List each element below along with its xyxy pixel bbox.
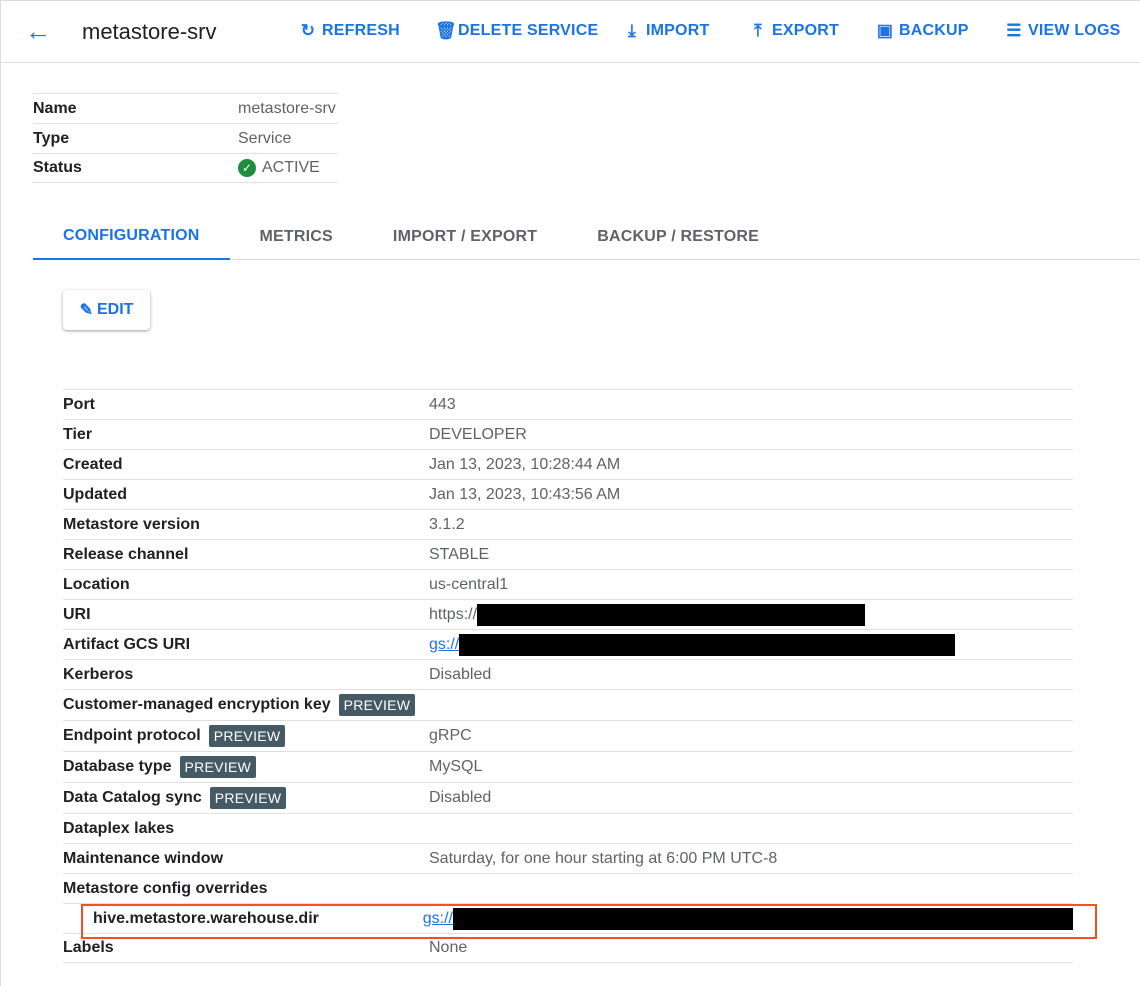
config-row-uri: URI https:// (63, 599, 1073, 629)
trash-icon: 🗑 (435, 21, 457, 40)
tab-metrics[interactable]: METRICS (259, 228, 333, 245)
gcs-link[interactable]: gs:// (429, 635, 460, 653)
config-label: Location (63, 575, 130, 593)
import-button[interactable]: ⤓ IMPORT (623, 21, 709, 41)
config-value: Disabled (429, 665, 492, 683)
config-label: Created (63, 455, 123, 473)
config-label: Maintenance window (63, 849, 224, 867)
summary-row-status: Status ✓ ACTIVE (33, 153, 338, 183)
tab-configuration[interactable]: CONFIGURATION (33, 214, 230, 260)
config-value: DEVELOPER (429, 425, 527, 443)
config-value: STABLE (429, 545, 490, 563)
config-label: Artifact GCS URI (63, 635, 191, 653)
summary-row-type: Type Service (33, 123, 338, 153)
preview-badge: PREVIEW (338, 694, 416, 716)
config-row-maintenance-window: Maintenance window Saturday, for one hour… (63, 843, 1073, 873)
config-row-labels: Labels None (63, 933, 1073, 963)
configuration-table: Port 443 Tier DEVELOPER Created Jan 13, 2023,… (63, 389, 1073, 963)
config-row-tier: Tier DEVELOPER (63, 419, 1073, 449)
config-row-metastore-config-overrides: Metastore config overrides (63, 873, 1073, 903)
redacted-block (453, 907, 1073, 930)
refresh-button[interactable]: ↻ REFRESH (300, 21, 400, 40)
tab-import-export[interactable]: IMPORT / EXPORT (392, 228, 538, 245)
config-value: us-central1 (429, 575, 509, 593)
preview-badge: PREVIEW (179, 756, 257, 778)
config-label: Kerberos (63, 665, 134, 683)
config-label: Tier (63, 425, 93, 443)
status-badge: ACTIVE (262, 159, 320, 176)
config-label: Updated (63, 485, 127, 503)
download-icon: ⤓ (628, 21, 636, 40)
config-label: Metastore version (63, 515, 200, 533)
config-label: Metastore config overrides (63, 879, 268, 897)
view-logs-button[interactable]: ☰ VIEW LOGS (1006, 21, 1121, 40)
check-circle-icon: ✓ (238, 159, 256, 177)
config-row-location: Location us-central1 (63, 569, 1073, 599)
config-value: None (429, 939, 468, 956)
config-row-updated: Updated Jan 13, 2023, 10:43:56 AM (63, 479, 1073, 509)
config-value: gRPC (429, 727, 472, 744)
config-value: Jan 13, 2023, 10:28:44 AM (429, 455, 621, 473)
tab-bar: CONFIGURATION METRICS IMPORT / EXPORT BA… (33, 214, 1140, 260)
config-label: Data Catalog sync (63, 789, 202, 806)
refresh-icon: ↻ (300, 21, 316, 40)
config-label: Customer-managed encryption key (63, 696, 331, 713)
config-row-endpoint-protocol: Endpoint protocol PREVIEW gRPC (63, 720, 1073, 751)
preview-badge: PREVIEW (209, 787, 287, 809)
config-row-created: Created Jan 13, 2023, 10:28:44 AM (63, 449, 1073, 479)
backup-button[interactable]: ▣ BACKUP (876, 21, 969, 40)
service-summary: Name metastore-srv Type Service Status ✓ ACT… (33, 93, 338, 183)
config-label: Database type (63, 758, 172, 775)
config-value: 3.1.2 (429, 515, 465, 533)
gcs-link[interactable]: gs:// (422, 909, 453, 927)
upload-icon: ⤒ (754, 21, 762, 40)
config-row-customer-managed-encryption-key: Customer-managed encryption key PREVIEW (63, 689, 1073, 720)
config-value: Saturday, for one hour starting at 6:00 … (429, 849, 778, 867)
summary-row-name: Name metastore-srv (33, 93, 338, 123)
delete-service-button[interactable]: 🗑 DELETE SERVICE (435, 21, 599, 40)
config-row-port: Port 443 (63, 389, 1073, 419)
backup-icon: ▣ (876, 21, 894, 40)
config-value: MySQL (429, 758, 483, 775)
config-row-artifact-gcs-uri: Artifact GCS URI gs:// (63, 629, 1073, 659)
config-row-release-channel: Release channel STABLE (63, 539, 1073, 569)
config-value: https:// (429, 605, 478, 623)
config-row-hive-metastore-warehouse-dir: hive.metastore.warehouse.dir gs:// (63, 903, 1073, 933)
config-row-kerberos: Kerberos Disabled (63, 659, 1073, 689)
config-label: hive.metastore.warehouse.dir (93, 909, 319, 927)
list-icon: ☰ (1006, 21, 1022, 40)
tab-backup-restore[interactable]: BACKUP / RESTORE (597, 228, 760, 245)
config-value: Jan 13, 2023, 10:43:56 AM (429, 485, 621, 503)
redacted-block (459, 633, 956, 656)
config-label: Release channel (63, 545, 189, 563)
config-row-dataplex-lakes: Dataplex lakes (63, 813, 1073, 843)
page-header: ← metastore-srv ↻ REFRESH 🗑 DELETE SERVICE ⤓… (1, 1, 1140, 63)
config-row-data-catalog-sync: Data Catalog sync PREVIEW Disabled (63, 782, 1073, 813)
config-label: Endpoint protocol (63, 727, 201, 744)
config-label: Port (63, 395, 95, 413)
config-label: URI (63, 605, 91, 623)
config-row-metastore-version: Metastore version 3.1.2 (63, 509, 1073, 539)
config-label: Dataplex lakes (63, 819, 175, 837)
preview-badge: PREVIEW (208, 725, 286, 747)
pencil-icon: ✎ (79, 302, 93, 319)
config-value: Disabled (429, 789, 492, 806)
config-value: 443 (429, 395, 456, 413)
back-arrow-icon[interactable]: ← (25, 16, 51, 46)
config-label: Labels (63, 939, 114, 956)
export-button[interactable]: ⤒ EXPORT (749, 21, 839, 41)
page-title: metastore-srv (82, 19, 217, 44)
redacted-block (477, 603, 866, 626)
edit-button[interactable]: ✎ EDIT (63, 290, 150, 330)
config-row-database-type: Database type PREVIEW MySQL (63, 751, 1073, 782)
